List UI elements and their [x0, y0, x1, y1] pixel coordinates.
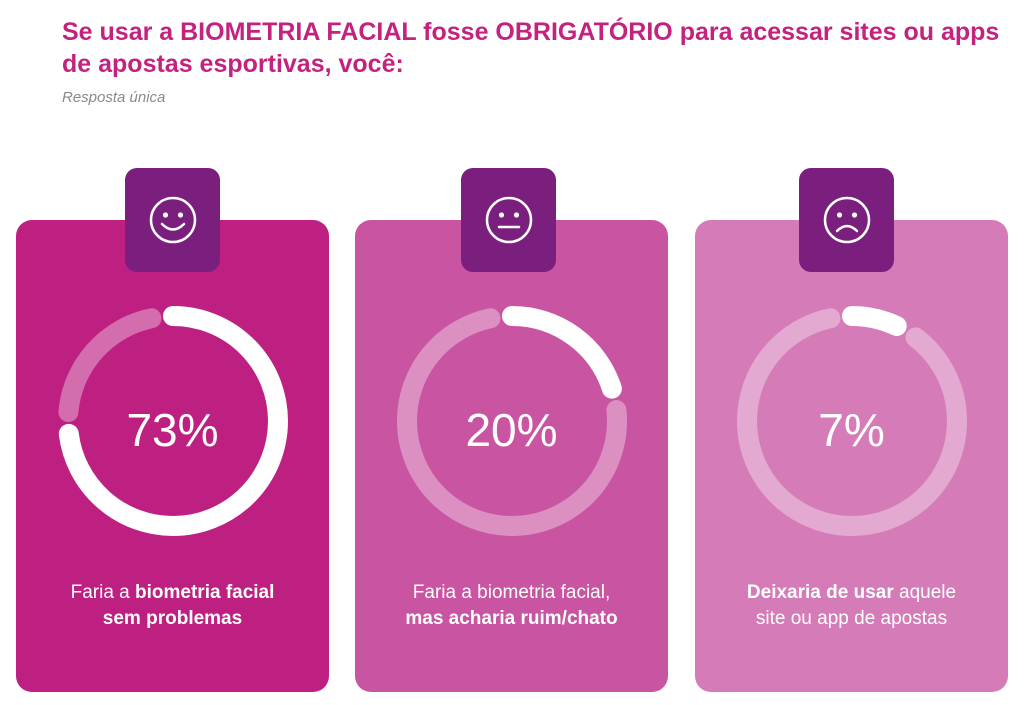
donut-track	[397, 306, 627, 536]
donut-ring	[737, 306, 967, 536]
result-card-no-problem: 73% Faria a biometria facial sem problem…	[16, 220, 329, 692]
donut-ring	[397, 306, 627, 536]
neutral-face-icon	[485, 196, 532, 244]
result-card-would-quit: 7% Deixaria de usar aquele site ou app d…	[695, 220, 1008, 692]
percent-value: 7%	[818, 404, 885, 456]
happy-face-badge	[125, 168, 220, 272]
result-card-annoyed: 20% Faria a biometria facial, mas achari…	[355, 220, 668, 692]
answer-line-2: site ou app de apostas	[755, 608, 948, 629]
chart-title: Se usar a BIOMETRIA FACIAL fosse OBRIGAT…	[62, 18, 1000, 78]
sad-face-badge	[799, 168, 894, 272]
donut-value-arc	[397, 306, 627, 536]
percent-value: 20%	[465, 404, 558, 456]
percent-value: 73%	[126, 404, 219, 456]
answer-line-1: Faria a biometria facial	[70, 582, 275, 603]
sad-face-icon	[823, 196, 870, 244]
happy-face-icon	[149, 196, 196, 244]
chart-subtitle: Resposta única	[62, 89, 166, 106]
donut-value-arc	[58, 306, 288, 536]
answer-label: Faria a biometria facial sem problemas	[26, 580, 319, 632]
answer-label: Deixaria de usar aquele site ou app de a…	[705, 580, 998, 632]
donut-ring	[58, 306, 288, 536]
donut-track	[58, 306, 288, 536]
answer-line-2: mas acharia ruim/chato	[405, 608, 618, 629]
answer-label: Faria a biometria facial, mas acharia ru…	[365, 580, 658, 632]
answer-line-2: sem problemas	[102, 608, 243, 629]
donut-value-arc	[737, 306, 967, 536]
neutral-face-badge	[461, 168, 556, 272]
donut-track	[737, 306, 967, 536]
answer-line-1: Deixaria de usar aquele	[746, 582, 957, 603]
answer-line-1: Faria a biometria facial,	[412, 582, 611, 603]
